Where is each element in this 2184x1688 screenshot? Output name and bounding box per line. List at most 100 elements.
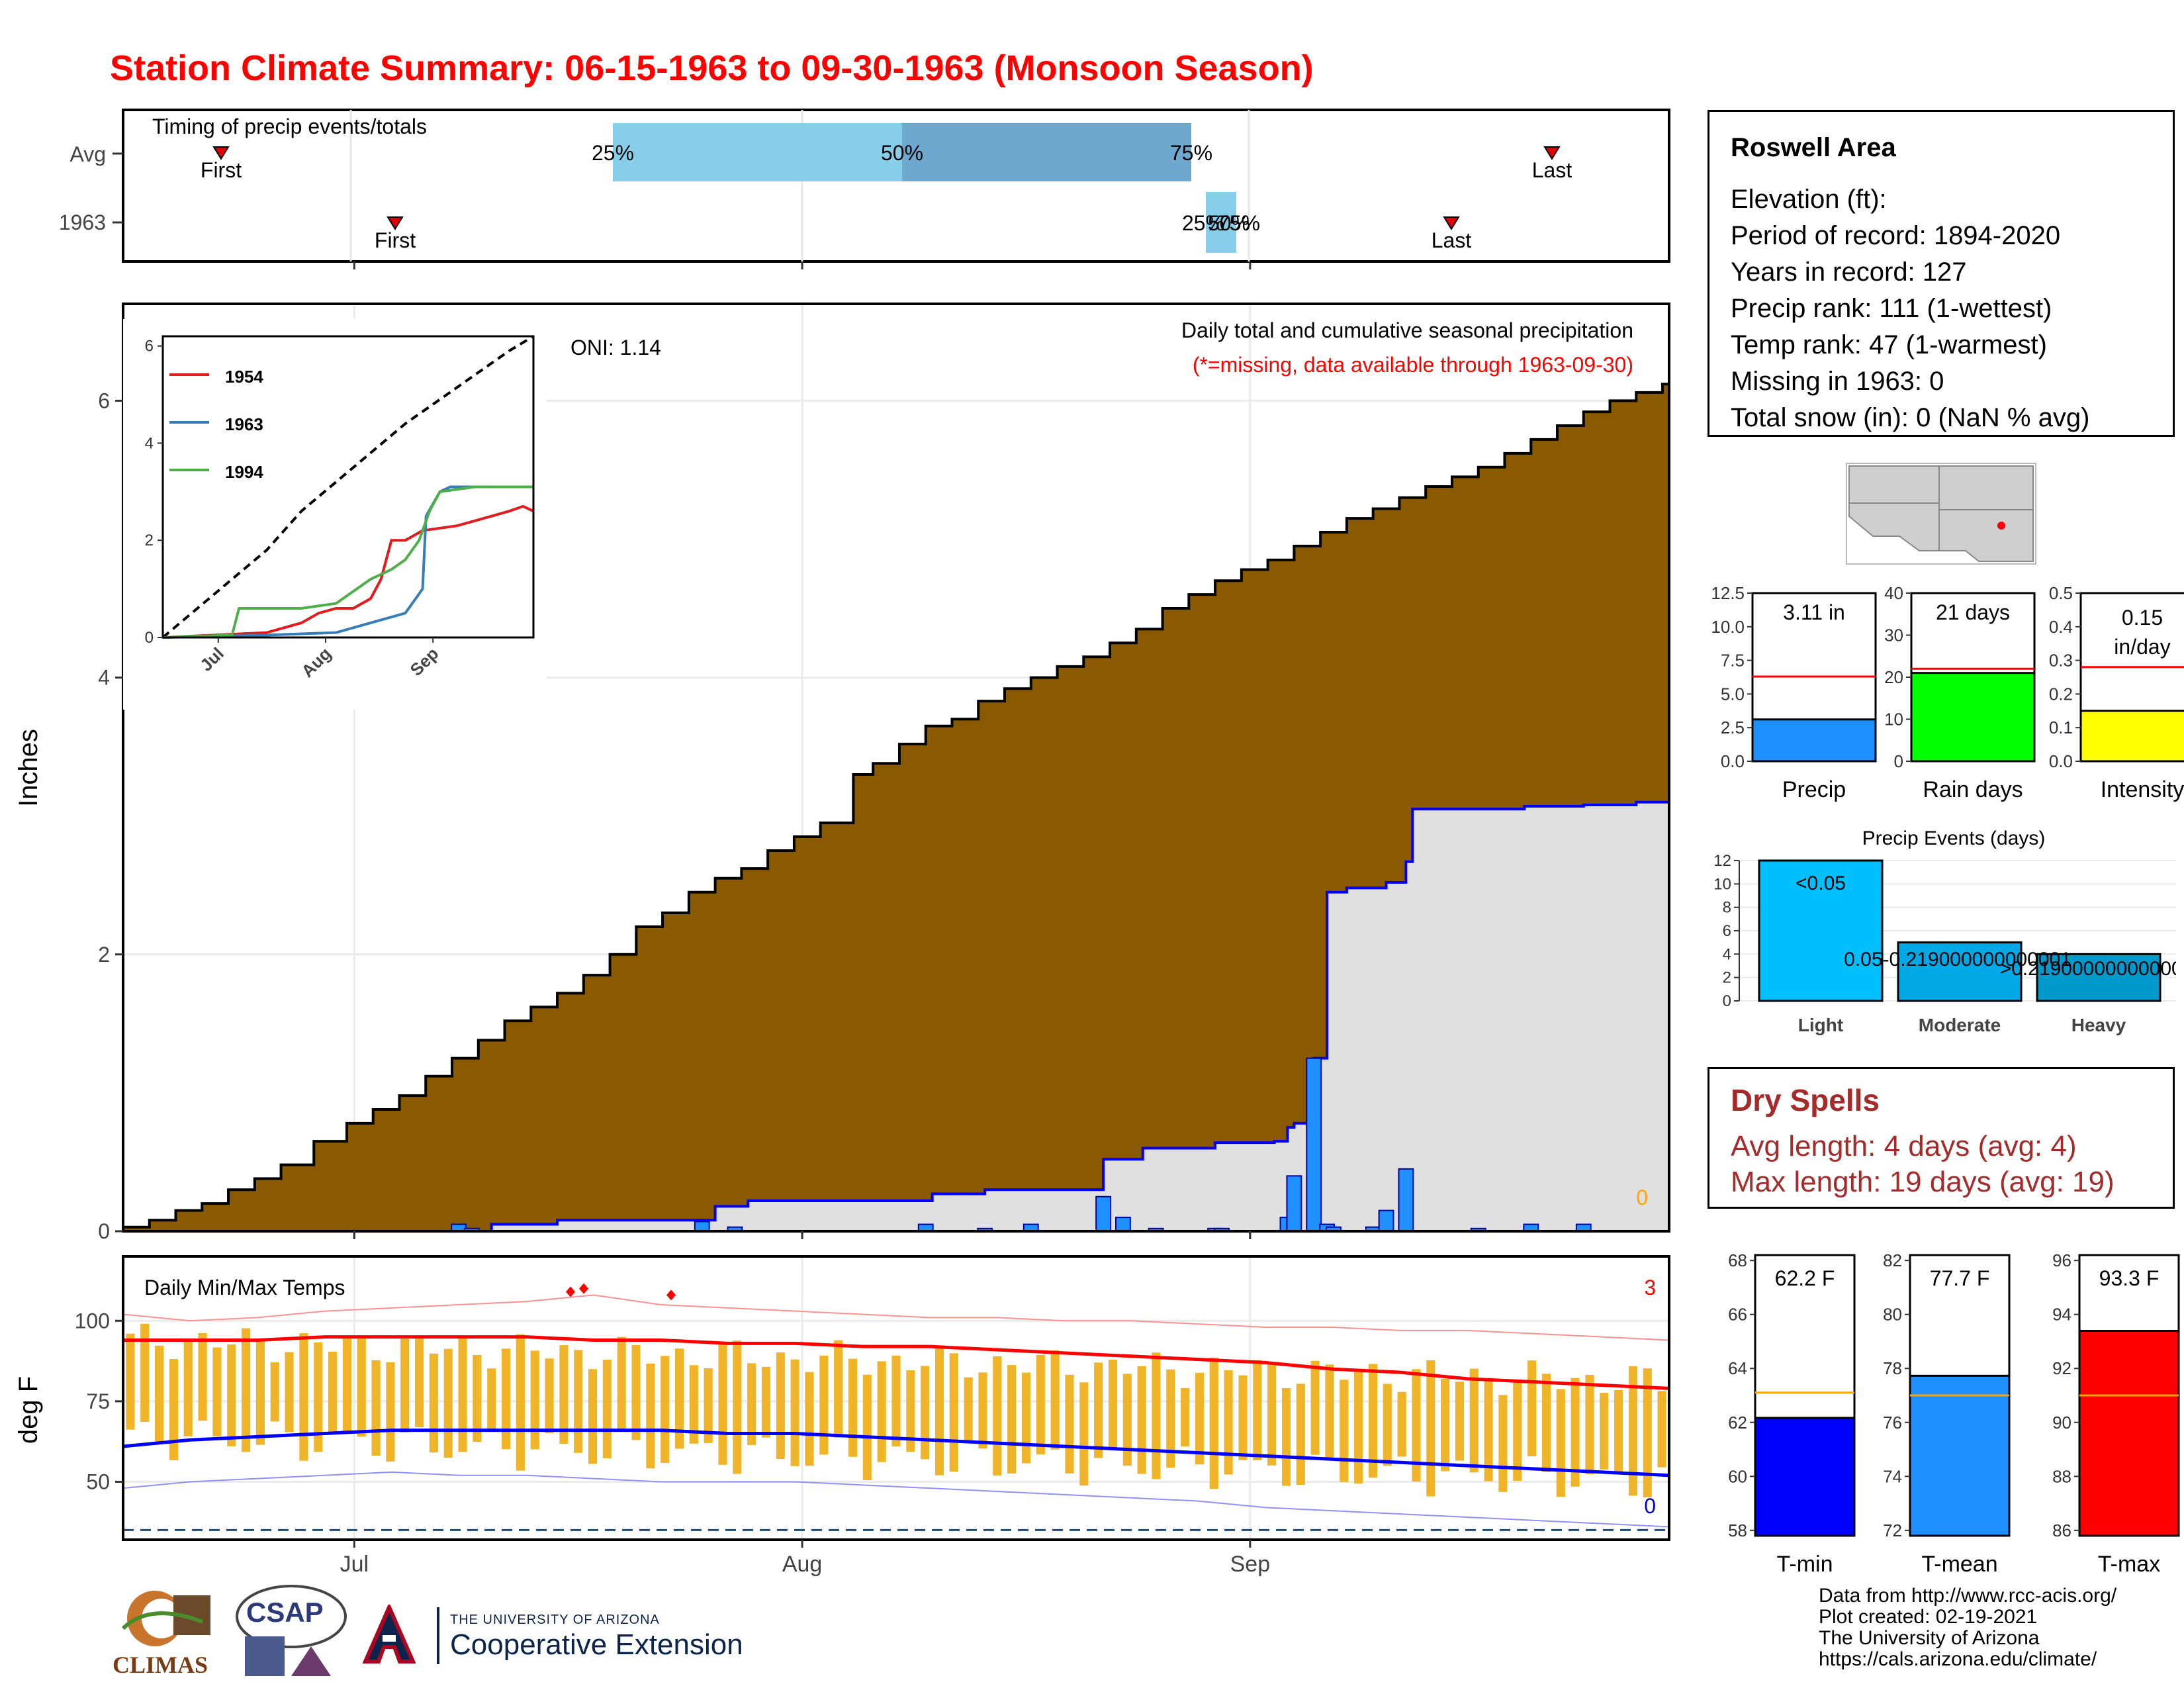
precip-bar — [1751, 718, 1877, 763]
daily-temp-range-bar — [1600, 1392, 1609, 1470]
avg-first-marker — [212, 146, 230, 160]
avg-cumulative-area — [123, 384, 1669, 1232]
daily-temp-range-bar — [1007, 1365, 1017, 1474]
daily-temp-range-bar — [545, 1358, 554, 1434]
tmax-tick-label: 88 — [2052, 1466, 2071, 1486]
daily-temp-range-bar — [1181, 1387, 1190, 1447]
ua-logo-big-text: Cooperative Extension — [450, 1628, 743, 1661]
events-tick-label: 4 — [1723, 945, 1731, 963]
daily-temp-range-bar — [357, 1336, 366, 1437]
intensity-tick-label: 0.4 — [2049, 617, 2073, 637]
dry-spells-box: Dry Spells Avg length: 4 days (avg: 4) M… — [1707, 1067, 2175, 1209]
daily-temp-range-bar — [993, 1356, 1002, 1476]
daily-temp-range-bar — [848, 1358, 858, 1457]
daily-precip-bar — [1378, 1209, 1394, 1232]
missing-count: 0 — [1636, 1186, 1648, 1209]
avg-q25-q50-bar — [613, 123, 902, 181]
credit-website: https://cals.arizona.edu/climate/ — [1819, 1648, 2097, 1670]
temp-ytick-label: 75 — [86, 1389, 110, 1413]
daily-temp-range-bar — [819, 1355, 829, 1455]
daily-temp-range-bar — [1296, 1383, 1305, 1485]
daily-temp-range-bar — [602, 1359, 612, 1459]
inset-legend-1954: 1954 — [225, 367, 263, 387]
daily-temp-range-bar — [718, 1344, 727, 1465]
ua-logo-small-text: THE UNIVERSITY OF ARIZONA — [450, 1613, 660, 1627]
daily-temp-range-bar — [674, 1348, 684, 1449]
timing-row-avg: Avg — [69, 142, 106, 166]
daily-temp-range-bar — [458, 1338, 467, 1452]
daily-temp-range-bar — [1643, 1368, 1652, 1498]
inset-legend-1994: 1994 — [225, 462, 263, 482]
daily-temp-range-bar — [415, 1336, 424, 1428]
daily-temp-range-bar — [1657, 1391, 1666, 1468]
obs-cumulative-line — [123, 800, 1669, 1233]
tmean-axis-label: T-mean — [1921, 1552, 1997, 1577]
daily-temp-range-bar — [834, 1340, 843, 1438]
daily-temp-range-bar — [1094, 1362, 1103, 1458]
events-bar-light — [1758, 859, 1884, 1002]
daily-temp-range-bar — [314, 1342, 323, 1452]
tmean-tick-label: 72 — [1883, 1521, 1902, 1540]
precip-ytick-label: 6 — [98, 389, 110, 412]
precip-axis-label: Precip — [1782, 777, 1846, 802]
daily-temp-range-bar — [1036, 1354, 1045, 1455]
daily-temp-range-bar — [660, 1356, 670, 1463]
station-years: Years in record: 127 — [1731, 258, 1967, 287]
daily-temp-range-bar — [270, 1362, 279, 1422]
daily-temp-range-bar — [921, 1366, 930, 1460]
y1963-first-label: First — [375, 228, 416, 252]
daily-temp-range-bar — [1513, 1380, 1522, 1481]
tmin-avg-line — [122, 1429, 1670, 1477]
climas-logo-text: CLIMAS — [113, 1652, 208, 1678]
inset-ytick-label: 2 — [145, 532, 154, 549]
rain_days-bar — [1910, 672, 2036, 763]
timing-panel: Timing of precip events/totals Avg 1963 … — [59, 109, 1670, 263]
temp-count-low: 0 — [1644, 1494, 1656, 1518]
intensity-axis-label: Intensity — [2101, 777, 2184, 802]
daily-temp-range-bar — [978, 1372, 987, 1449]
daily-temp-range-bar — [877, 1361, 886, 1462]
daily-temp-range-bar — [255, 1340, 265, 1445]
daily-temp-range-bar — [733, 1340, 742, 1474]
obs-cumulative-area — [123, 802, 1669, 1231]
intensity-tick-label: 0.1 — [2049, 718, 2073, 737]
climas-logo: CLIMAS — [110, 1582, 216, 1681]
missing-note: (*=missing, data available through 1963-… — [1193, 353, 1633, 377]
temp-count-high: 3 — [1644, 1276, 1656, 1299]
tmin-tick-label: 62 — [1728, 1413, 1747, 1432]
tmean-bar — [1909, 1374, 2011, 1537]
daily-temp-range-bar — [501, 1348, 511, 1450]
daily-precip-bar — [1306, 1057, 1322, 1232]
inset-avg-dashed-line — [161, 335, 535, 639]
precip-tick-label: 5.0 — [1721, 684, 1745, 704]
inset-ytick-label: 0 — [145, 629, 154, 647]
daily-temp-range-bar — [487, 1368, 496, 1430]
events-tick-label: 2 — [1723, 969, 1731, 987]
precip-panel: 0 2 4 6 Inches ONI: 1.14 Daily total and cu… — [14, 261, 1670, 1243]
events-tick-label: 12 — [1713, 852, 1731, 870]
rain_days-tick-label: 10 — [1884, 710, 1903, 729]
temp-ylabel: deg F — [14, 1376, 43, 1444]
rain_days-tick-label: 40 — [1884, 583, 1903, 603]
events-tick-label: 8 — [1723, 899, 1731, 917]
daily-temp-range-bar — [1253, 1360, 1262, 1461]
daily-temp-range-bar — [1354, 1371, 1363, 1484]
rain_days-tick-label: 30 — [1884, 626, 1903, 645]
intensity-bar — [2079, 710, 2184, 763]
precip-tick-label: 0.0 — [1721, 751, 1745, 771]
daily-temp-range-bar — [1412, 1369, 1421, 1482]
daily-temp-range-bar — [1383, 1383, 1392, 1466]
daily-temp-range-bar — [126, 1333, 135, 1430]
daily-temp-range-bar — [386, 1362, 395, 1462]
tmean-tick-label: 74 — [1883, 1466, 1902, 1486]
avg-q50-q75-bar — [902, 123, 1191, 181]
ua-logo-divider — [437, 1607, 439, 1664]
rain_days-tick-label: 0 — [1894, 751, 1903, 771]
station-elevation: Elevation (ft): — [1731, 185, 1887, 214]
credit-university: The University of Arizona — [1819, 1627, 2040, 1649]
precip-tick-label: 12.5 — [1711, 583, 1745, 603]
intensity-unit-label: in/day — [2114, 635, 2170, 659]
daily-temp-range-bar — [1469, 1368, 1479, 1473]
